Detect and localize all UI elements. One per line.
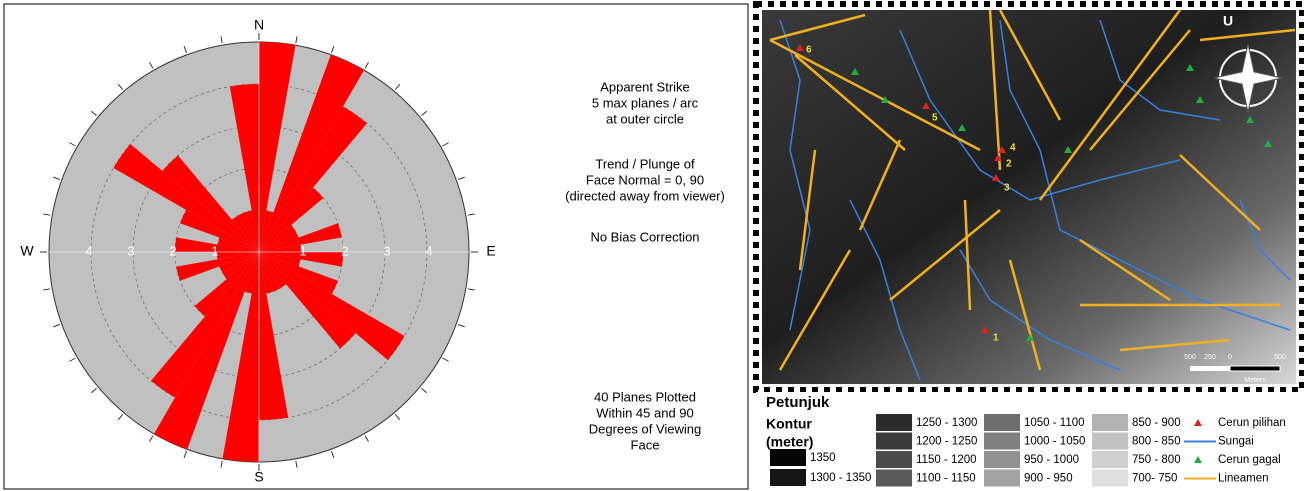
direction-label: W — [20, 243, 34, 259]
north-label: U — [1223, 13, 1233, 29]
r-tick-label: 4 — [85, 243, 92, 258]
point-label: 2 — [1006, 159, 1012, 170]
contour-swatch — [876, 433, 912, 450]
contour-label: 1300 - 1350 — [810, 472, 871, 484]
figure: U Meters Petunjuk Kontur (meter) 1350130… — [0, 0, 1304, 491]
contour-label: 800 - 850 — [1132, 436, 1181, 448]
contour-swatch — [876, 470, 912, 487]
annotation: 5 max planes / arc — [592, 95, 699, 110]
contour-swatch — [984, 414, 1020, 431]
legend-title: Petunjuk — [766, 394, 830, 411]
direction-label: S — [254, 469, 263, 485]
contour-swatch — [1092, 433, 1128, 450]
annotation: Trend / Plunge of — [595, 156, 695, 171]
scale-unit: Meters — [1244, 377, 1266, 384]
point-label: 4 — [1010, 143, 1016, 154]
contour-swatch — [984, 470, 1020, 487]
contour-label: 1150 - 1200 — [916, 454, 977, 466]
symbol-label: Lineamen — [1218, 473, 1269, 485]
contour-label: 750 - 800 — [1132, 454, 1181, 466]
r-tick-label: 1 — [299, 243, 306, 258]
annotation: No Bias Correction — [590, 229, 699, 244]
contour-label: 700- 750 — [1132, 473, 1177, 485]
symbol-label: Cerun gagal — [1218, 454, 1281, 466]
scale-label: 500 — [1274, 354, 1286, 361]
symbol-label: Cerun pilihan — [1218, 417, 1286, 429]
point-label: 5 — [932, 113, 938, 124]
contour-label: 1250 - 1300 — [916, 417, 977, 429]
direction-label: E — [486, 243, 495, 259]
point-label: 6 — [806, 45, 812, 56]
contour-swatch — [1092, 451, 1128, 468]
contour-label: 1100 - 1150 — [916, 473, 976, 485]
contour-label: 1350 — [810, 452, 836, 464]
r-tick-label: 1 — [211, 243, 218, 258]
contour-swatch — [1092, 414, 1128, 431]
contour-swatch — [984, 451, 1020, 468]
contour-swatch — [876, 451, 912, 468]
contour-unit: (meter) — [766, 434, 813, 450]
contour-label: 900 - 950 — [1024, 473, 1073, 485]
annotation: Degrees of Viewing — [589, 421, 702, 436]
scale-label: 250 — [1204, 354, 1216, 361]
contour-label: 850 - 900 — [1132, 417, 1181, 429]
r-tick-label: 3 — [383, 243, 390, 258]
annotation: 40 Planes Plotted — [594, 389, 696, 404]
scale-label: 500 — [1184, 354, 1196, 361]
point-label: 3 — [1004, 183, 1010, 194]
contour-swatch — [1092, 470, 1128, 487]
annotation: Face — [631, 437, 660, 452]
r-tick-label: 2 — [341, 243, 348, 258]
map-legend: Petunjuk Kontur (meter) 1350 1300 - 1350 1… — [756, 392, 1302, 489]
annotation: Apparent Strike — [600, 79, 690, 94]
direction-label: N — [254, 17, 264, 33]
contour-title: Kontur — [766, 416, 812, 432]
contour-label: 1200 - 1250 — [916, 436, 977, 448]
contour-label: 1050 - 1100 — [1024, 417, 1085, 429]
r-tick-label: 2 — [169, 243, 176, 258]
symbol-label: Sungai — [1218, 436, 1254, 448]
contour-label: 950 - 1000 — [1024, 454, 1079, 466]
point-label: 1 — [993, 333, 999, 344]
annotation: Within 45 and 90 — [596, 405, 694, 420]
annotation: at outer circle — [606, 111, 684, 126]
scale-label: 0 — [1228, 354, 1232, 361]
map: U Meters — [756, 4, 1302, 390]
scale-segment — [1190, 366, 1230, 371]
scale-segment — [1230, 366, 1280, 371]
contour-swatch — [876, 414, 912, 431]
contour-swatch — [770, 469, 806, 486]
contour-label: 1000 - 1050 — [1024, 436, 1085, 448]
contour-swatch — [770, 449, 806, 466]
contour-swatch — [984, 433, 1020, 450]
annotation: (directed away from viewer) — [565, 188, 725, 203]
annotation: Face Normal = 0, 90 — [586, 172, 704, 187]
r-tick-label: 4 — [425, 243, 432, 258]
r-tick-label: 3 — [127, 243, 134, 258]
